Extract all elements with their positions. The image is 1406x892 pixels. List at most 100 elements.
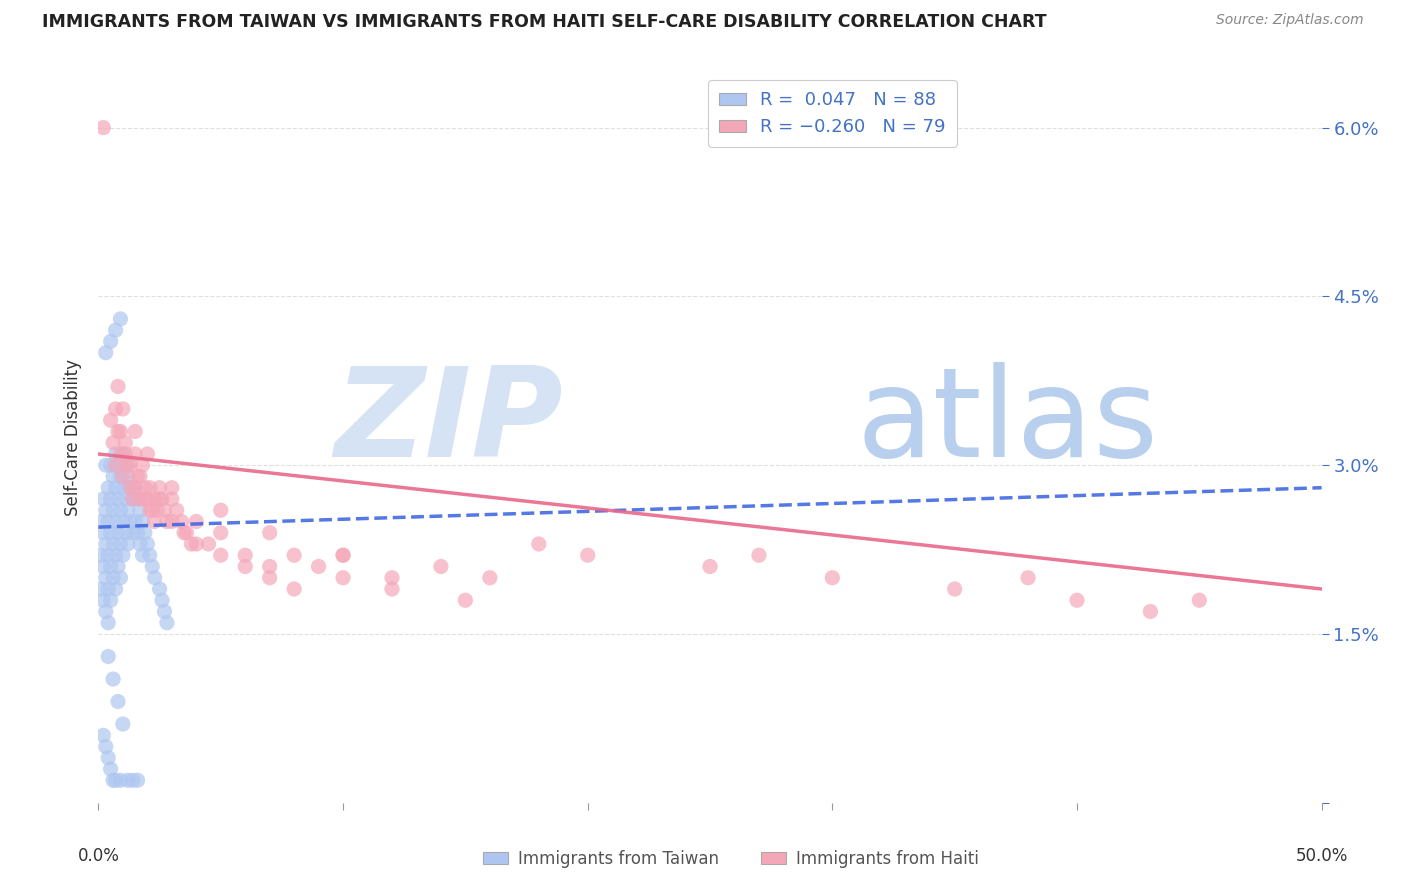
Point [209, 525, 232, 540]
Point [149, 481, 172, 495]
Point [127, 469, 149, 483]
Point [94, 537, 117, 551]
Point [94, 458, 117, 473]
Point [124, 481, 146, 495]
Point [110, 537, 132, 551]
Point [141, 503, 163, 517]
Point [101, 672, 124, 686]
Point [97, 751, 120, 765]
Point [233, 559, 256, 574]
Point [186, 537, 208, 551]
Point [381, 571, 404, 585]
Point [131, 548, 153, 562]
Point [117, 469, 139, 483]
Point [943, 582, 966, 596]
Point [141, 559, 163, 574]
Point [160, 481, 183, 495]
Point [283, 582, 305, 596]
Text: Source: ZipAtlas.com: Source: ZipAtlas.com [1216, 13, 1364, 28]
Point [124, 515, 146, 529]
Text: IMMIGRANTS FROM TAIWAN VS IMMIGRANTS FROM HAITI SELF-CARE DISABILITY CORRELATION: IMMIGRANTS FROM TAIWAN VS IMMIGRANTS FRO… [42, 13, 1047, 31]
Point [110, 312, 132, 326]
Point [104, 582, 127, 596]
Point [91, 491, 114, 506]
Point [114, 525, 136, 540]
Point [478, 571, 501, 585]
Point [97, 582, 120, 596]
Point [114, 491, 136, 506]
Point [90, 548, 112, 562]
Point [101, 773, 124, 788]
Point [134, 481, 156, 495]
Point [117, 503, 139, 517]
Point [127, 525, 149, 540]
Point [110, 773, 132, 788]
Point [114, 458, 136, 473]
Point [90, 515, 112, 529]
Point [139, 548, 162, 562]
Point [107, 525, 129, 540]
Point [120, 481, 142, 495]
Point [259, 571, 281, 585]
Point [101, 503, 124, 517]
Point [100, 525, 122, 540]
Point [104, 548, 127, 562]
Point [699, 559, 721, 574]
Point [91, 728, 114, 742]
Point [100, 593, 122, 607]
Point [94, 503, 117, 517]
Point [111, 548, 134, 562]
Point [110, 425, 132, 439]
Point [104, 773, 127, 788]
Point [127, 773, 149, 788]
Point [97, 548, 120, 562]
Point [209, 548, 232, 562]
Point [110, 503, 132, 517]
Point [156, 615, 179, 630]
Point [259, 559, 281, 574]
Point [134, 525, 156, 540]
Point [430, 559, 453, 574]
Point [94, 605, 117, 619]
Point [127, 491, 149, 506]
Point [117, 458, 139, 473]
Point [101, 469, 124, 483]
Point [381, 582, 404, 596]
Point [143, 571, 166, 585]
Point [149, 582, 172, 596]
Point [748, 548, 770, 562]
Point [121, 491, 143, 506]
Point [1139, 605, 1161, 619]
Text: 50.0%: 50.0% [1295, 847, 1348, 864]
Text: 0.0%: 0.0% [77, 847, 120, 864]
Point [104, 323, 127, 337]
Point [120, 515, 142, 529]
Point [111, 481, 134, 495]
Point [150, 593, 173, 607]
Y-axis label: Self-Care Disability: Self-Care Disability [65, 359, 83, 516]
Point [1188, 593, 1211, 607]
Point [136, 537, 159, 551]
Point [149, 491, 172, 506]
Point [124, 447, 146, 461]
Point [91, 120, 114, 135]
Point [110, 447, 132, 461]
Point [114, 447, 136, 461]
Legend: Immigrants from Taiwan, Immigrants from Haiti: Immigrants from Taiwan, Immigrants from … [477, 844, 986, 875]
Point [131, 515, 153, 529]
Point [100, 491, 122, 506]
Text: ZIP: ZIP [335, 362, 564, 483]
Point [186, 515, 208, 529]
Point [114, 435, 136, 450]
Point [454, 593, 477, 607]
Point [111, 447, 134, 461]
Point [111, 469, 134, 483]
Point [110, 571, 132, 585]
Point [101, 537, 124, 551]
Point [104, 447, 127, 461]
Point [104, 481, 127, 495]
Point [129, 537, 152, 551]
Point [139, 503, 162, 517]
Point [101, 571, 124, 585]
Point [150, 491, 173, 506]
